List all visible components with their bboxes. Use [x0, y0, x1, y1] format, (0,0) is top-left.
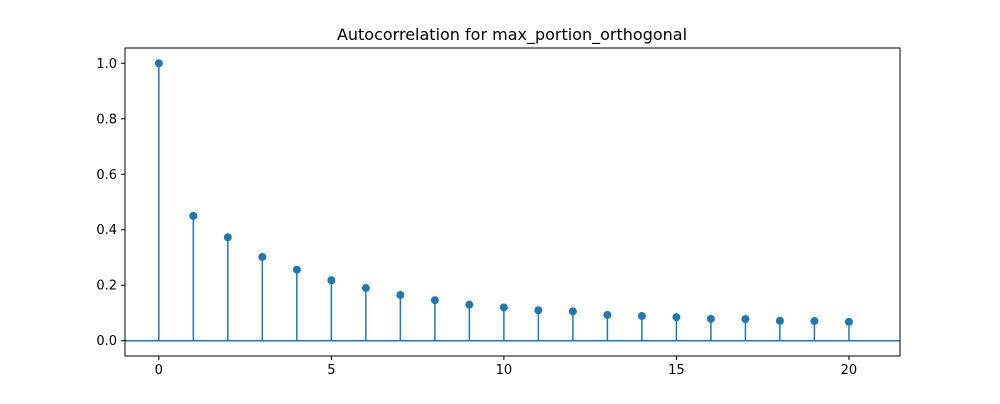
- chart-title: Autocorrelation for max_portion_orthogon…: [337, 25, 687, 45]
- stem-marker: [603, 310, 612, 319]
- stem-marker: [706, 314, 715, 323]
- x-tick-label: 10: [496, 363, 513, 378]
- y-tick-label: 0.0: [96, 334, 117, 349]
- y-tick-label: 0.6: [96, 168, 117, 183]
- x-tick-label: 0: [155, 363, 163, 378]
- stem-marker: [534, 306, 543, 315]
- x-tick-label: 5: [327, 363, 335, 378]
- stem-marker: [637, 312, 646, 321]
- stem-marker: [430, 296, 439, 305]
- x-tick-label: 15: [668, 363, 685, 378]
- stem-marker: [361, 284, 370, 293]
- stem-marker: [775, 316, 784, 325]
- stem-marker: [465, 300, 474, 309]
- stem-marker: [223, 233, 232, 242]
- x-tick-label: 20: [841, 363, 858, 378]
- y-tick-label: 0.8: [96, 112, 117, 127]
- stem-marker: [154, 59, 163, 68]
- plot-area: 0 5 10 15 20 0.0 0.2 0.4 0.6 0.8 1.0: [96, 47, 901, 378]
- stem-marker: [292, 265, 301, 274]
- stem-marker: [396, 290, 405, 299]
- stem-marker: [844, 317, 853, 326]
- stem-marker: [810, 317, 819, 326]
- stem-marker: [327, 276, 336, 285]
- stem-marker: [568, 307, 577, 316]
- stem-marker: [189, 211, 198, 220]
- y-tick-label: 0.2: [96, 279, 117, 294]
- stem-marker: [741, 315, 750, 324]
- stem-marker: [258, 252, 267, 261]
- y-tick-label: 1.0: [96, 57, 117, 72]
- stem-marker: [672, 313, 681, 322]
- stem-marker: [499, 303, 508, 312]
- y-tick-label: 0.4: [96, 223, 117, 238]
- axes-frame: [124, 47, 901, 357]
